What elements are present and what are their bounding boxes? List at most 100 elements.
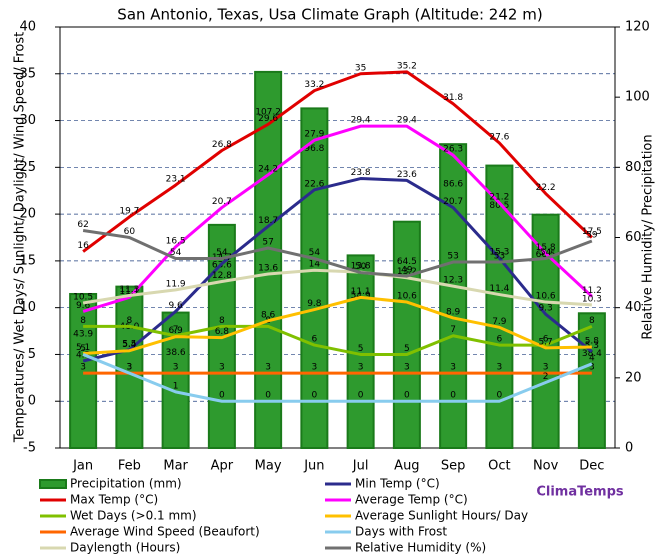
y-tick-label: 35 bbox=[19, 66, 36, 81]
value-label: 0 bbox=[312, 391, 318, 401]
value-label: 1 bbox=[173, 381, 179, 391]
value-label: 38.6 bbox=[166, 348, 186, 358]
bar bbox=[392, 220, 421, 449]
value-label: 6.8 bbox=[215, 327, 230, 337]
value-label: 5.1 bbox=[76, 343, 90, 353]
value-label: 54 bbox=[170, 248, 182, 258]
chart-title: San Antonio, Texas, Usa Climate Graph (A… bbox=[117, 6, 542, 24]
value-label: 27.9 bbox=[304, 130, 324, 140]
value-label: 7 bbox=[450, 325, 456, 335]
value-label: 5 bbox=[358, 344, 364, 354]
value-label: 16 bbox=[77, 241, 89, 251]
value-label: 9.6 bbox=[76, 301, 91, 311]
value-label: 7.9 bbox=[492, 317, 507, 327]
value-label: 35 bbox=[355, 63, 366, 73]
value-label: 9.3 bbox=[538, 304, 552, 314]
value-label: 62 bbox=[77, 220, 88, 230]
value-label: 6 bbox=[497, 335, 503, 345]
line bbox=[82, 268, 592, 307]
legend-label: Days with Frost bbox=[355, 525, 447, 539]
x-tick-label: Aug bbox=[394, 459, 419, 474]
x-tick-label: Jul bbox=[352, 459, 369, 474]
value-label: 6 bbox=[543, 335, 549, 345]
x-tick-label: Dec bbox=[579, 459, 604, 474]
value-label: 0 bbox=[450, 391, 456, 401]
value-label: 43.9 bbox=[73, 329, 93, 339]
value-label: 23.8 bbox=[351, 168, 371, 178]
value-label: 11.9 bbox=[166, 279, 186, 289]
y-tick-label: 15 bbox=[19, 253, 36, 268]
value-label: 11.2 bbox=[582, 286, 602, 296]
value-label: 31.8 bbox=[443, 93, 463, 103]
legend-label: Average Temp (°C) bbox=[355, 493, 468, 507]
value-label: 7 bbox=[173, 325, 179, 335]
value-label: 3 bbox=[265, 363, 271, 373]
bar bbox=[531, 213, 560, 449]
value-label: 8 bbox=[589, 316, 595, 326]
legend-swatch bbox=[39, 479, 67, 489]
value-label: 10.6 bbox=[536, 292, 556, 302]
x-tick-label: Jun bbox=[303, 459, 324, 474]
value-label: 26.8 bbox=[212, 140, 232, 150]
value-label: 13.6 bbox=[258, 263, 278, 273]
value-label: 6.9 bbox=[168, 326, 183, 336]
legend-label: Daylength (Hours) bbox=[70, 541, 180, 555]
value-label: 9.8 bbox=[307, 299, 322, 309]
plot-frame bbox=[59, 26, 616, 449]
value-label: 22.6 bbox=[304, 179, 324, 189]
value-label: 8 bbox=[127, 316, 133, 326]
value-label: 6 bbox=[312, 335, 318, 345]
value-label: 54 bbox=[540, 248, 552, 258]
value-label: 3 bbox=[219, 363, 225, 373]
value-label: 19.7 bbox=[119, 206, 139, 216]
value-label: 5 bbox=[404, 344, 410, 354]
value-label: 5.8 bbox=[585, 336, 600, 346]
value-label: 2 bbox=[543, 372, 549, 382]
value-label: 3 bbox=[312, 363, 318, 373]
value-label: 3 bbox=[589, 363, 595, 373]
value-label: 10.5 bbox=[73, 292, 93, 302]
value-label: 13.2 bbox=[397, 267, 417, 277]
value-label: 59 bbox=[586, 231, 598, 241]
y-axis-title: Temperatures/ Wet Days/ Sunlight/ Daylig… bbox=[13, 32, 28, 443]
line bbox=[83, 324, 593, 356]
y-tick-label: 40 bbox=[19, 20, 36, 35]
value-label: 60 bbox=[124, 227, 136, 237]
x-tick-label: Mar bbox=[163, 459, 188, 474]
line bbox=[82, 70, 593, 253]
y2-tick-label: 20 bbox=[625, 370, 642, 385]
value-label: 57 bbox=[262, 238, 273, 248]
x-tick-label: May bbox=[255, 459, 282, 474]
value-label: 26.3 bbox=[443, 145, 463, 155]
value-label: 3 bbox=[497, 363, 503, 373]
value-label: 29.4 bbox=[397, 116, 417, 126]
value-label: 8.9 bbox=[446, 307, 461, 317]
value-label: 11.4 bbox=[489, 284, 509, 294]
y2-tick-label: 0 bbox=[625, 441, 633, 456]
value-label: 3 bbox=[358, 363, 364, 373]
value-label: 12.8 bbox=[212, 271, 232, 281]
value-label: 3 bbox=[404, 363, 410, 373]
bar bbox=[346, 254, 375, 449]
value-label: 35.2 bbox=[397, 61, 417, 71]
value-label: 0 bbox=[358, 391, 364, 401]
value-label: 17.5 bbox=[582, 227, 602, 237]
value-label: 54 bbox=[309, 248, 321, 258]
value-label: 14 bbox=[309, 260, 321, 270]
value-label: 3 bbox=[127, 363, 133, 373]
y2-tick-label: 120 bbox=[625, 20, 650, 35]
x-tick-label: Apr bbox=[211, 459, 234, 474]
bar bbox=[115, 285, 144, 449]
value-label: 8 bbox=[80, 316, 86, 326]
value-label: 50 bbox=[355, 262, 367, 272]
value-label: 107.2 bbox=[255, 107, 281, 117]
y-tick-label: 5 bbox=[28, 347, 36, 362]
value-label: 4 bbox=[589, 353, 595, 363]
y-tick-label: 25 bbox=[19, 160, 36, 175]
x-tick-label: Feb bbox=[118, 459, 141, 474]
value-label: 20.7 bbox=[212, 197, 232, 207]
value-label: 15.3 bbox=[489, 248, 509, 258]
value-label: 22.2 bbox=[536, 183, 556, 193]
value-label: 15.8 bbox=[536, 243, 556, 253]
